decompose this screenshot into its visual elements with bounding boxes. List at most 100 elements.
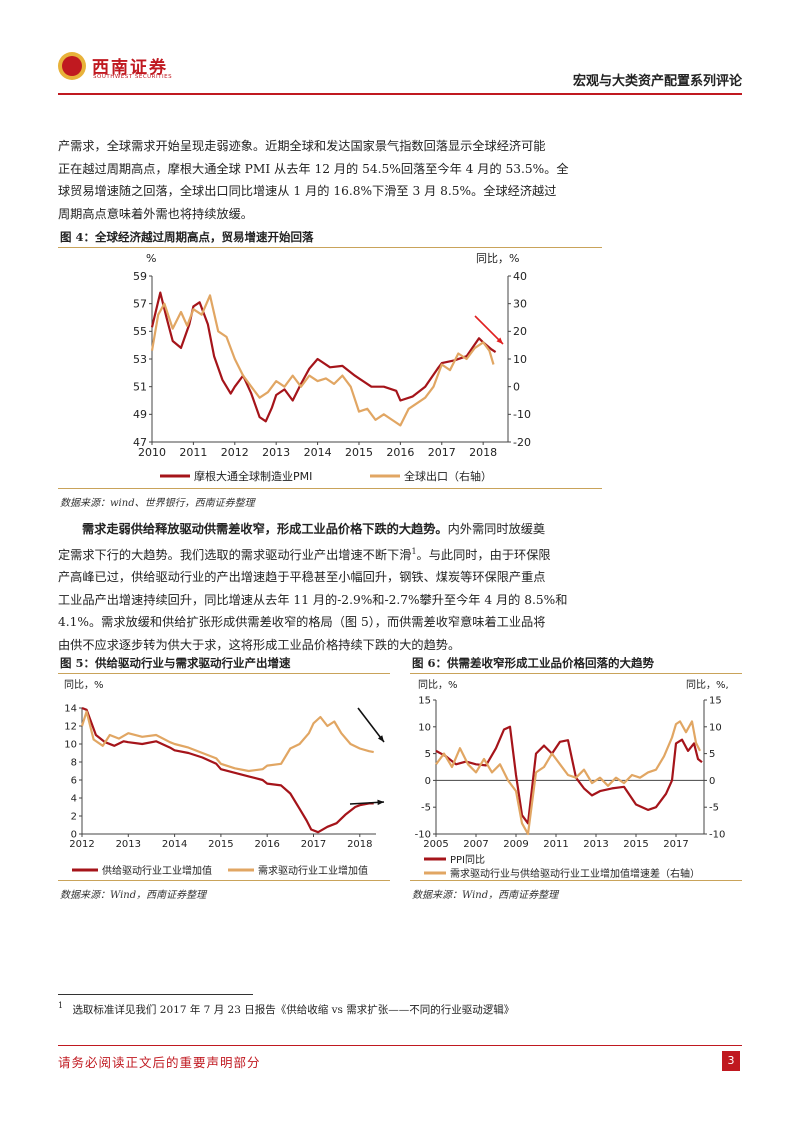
left-tick-label: 55 <box>133 325 147 338</box>
footnote-number: 1 <box>58 1001 64 1010</box>
right-tick-label: -5 <box>709 803 719 814</box>
x-tick-label: 2016 <box>386 446 414 459</box>
x-tick-label: 2007 <box>463 839 488 850</box>
right-unit-label: 同比，% <box>476 252 519 265</box>
legend-label-1: 供给驱动行业工业增加值 <box>102 864 212 877</box>
left-tick-label: 6 <box>71 776 77 787</box>
x-tick-label: 2016 <box>254 839 279 850</box>
left-tick-label: 47 <box>133 436 147 449</box>
trend-arrow-1 <box>474 315 504 345</box>
left-tick-label: 15 <box>418 696 431 707</box>
left-tick-label: 10 <box>418 722 431 733</box>
x-tick-label: 2012 <box>221 446 249 459</box>
series-line-1 <box>435 725 703 825</box>
figure4-top-rule <box>58 247 602 248</box>
x-tick-label: 2014 <box>304 446 332 459</box>
right-tick-label: 0 <box>709 776 715 787</box>
logo-subtext: SOUTHWEST SECURITIES <box>93 74 173 80</box>
figure6-bottom-rule <box>410 880 742 881</box>
x-tick-label: 2015 <box>208 839 233 850</box>
x-tick-label: 2017 <box>663 839 688 850</box>
figure6-title: 图 6：供需差收窄形成工业品价格回落的大趋势 <box>412 656 655 670</box>
left-tick-label: 10 <box>64 740 77 751</box>
trend-arrow-head-1 <box>377 735 384 742</box>
left-tick-label: 51 <box>133 381 147 394</box>
figure4-source: 数据来源：wind、世界银行，西南证券整理 <box>60 498 255 509</box>
x-tick-label: 2017 <box>428 446 456 459</box>
x-tick-label: 2011 <box>543 839 568 850</box>
x-tick-label: 2014 <box>162 839 187 850</box>
left-unit-label: 同比，% <box>64 679 104 691</box>
header-rule <box>58 93 742 95</box>
right-tick-label: 15 <box>709 696 722 707</box>
left-tick-label: 0 <box>71 830 77 841</box>
left-tick-label: -10 <box>415 830 431 841</box>
left-tick-label: 14 <box>64 704 77 715</box>
trend-arrow-head-1 <box>496 337 503 344</box>
right-tick-label: 30 <box>513 298 527 311</box>
x-tick-label: 2013 <box>116 839 141 850</box>
left-tick-label: 4 <box>71 794 77 805</box>
series-line-2 <box>80 710 374 773</box>
logo-mark-icon <box>58 52 86 80</box>
legend-label-2: 需求驱动行业工业增加值 <box>258 864 368 877</box>
x-tick-label: 2012 <box>69 839 94 850</box>
left-tick-label: 2 <box>71 812 77 823</box>
main-paragraph-lead: 需求走弱供给释放驱动供需差收窄，形成工业品价格下跌的大趋势。 <box>82 522 448 536</box>
x-tick-label: 2015 <box>345 446 373 459</box>
right-tick-label: 40 <box>513 270 527 283</box>
x-tick-label: 2005 <box>423 839 448 850</box>
trend-arrow-1 <box>357 707 385 743</box>
logo-text: 西南证券 <box>92 58 168 78</box>
series-line-2 <box>435 720 701 836</box>
left-tick-label: -5 <box>421 803 431 814</box>
x-tick-label: 2010 <box>138 446 166 459</box>
series-line-1 <box>150 291 497 423</box>
figure4-title: 图 4：全球经济越过周期高点，贸易增速开始回落 <box>60 230 314 244</box>
footer-rule <box>58 1045 742 1046</box>
header-title: 宏观与大类资产配置系列评论 <box>572 74 742 89</box>
figure5-source: 数据来源：Wind，西南证券整理 <box>60 890 207 901</box>
figure5-bottom-rule <box>58 880 390 881</box>
intro-paragraph: 产需求，全球需求开始呈现走弱迹象。近期全球和发达国家景气指数回落显示全球经济可能… <box>58 139 569 221</box>
right-tick-label: 5 <box>709 749 715 760</box>
left-tick-label: 53 <box>133 353 147 366</box>
legend-label-2: 全球出口（右轴） <box>404 469 492 483</box>
footnote-text: 选取标准详见我们 2017 年 7 月 23 日报告《供给收缩 vs 需求扩张—… <box>72 1003 515 1016</box>
footnote-ref[interactable]: 1 <box>411 546 417 556</box>
footnote: 1 选取标准详见我们 2017 年 7 月 23 日报告《供给收缩 vs 需求扩… <box>58 1001 514 1017</box>
x-tick-label: 2015 <box>623 839 648 850</box>
right-tick-label: 10 <box>709 722 722 733</box>
left-tick-label: 5 <box>425 749 431 760</box>
figure4-bottom-rule <box>58 488 602 489</box>
left-tick-label: 12 <box>64 722 77 733</box>
page-number: 3 <box>722 1051 740 1071</box>
left-unit-label: % <box>146 252 156 265</box>
x-tick-label: 2013 <box>583 839 608 850</box>
x-tick-label: 2018 <box>469 446 497 459</box>
x-tick-label: 2011 <box>179 446 207 459</box>
right-tick-label: -10 <box>513 408 531 421</box>
right-tick-label: 0 <box>513 381 520 394</box>
right-tick-label: -10 <box>709 830 725 841</box>
left-tick-label: 59 <box>133 270 147 283</box>
footer-notice: 请务必阅读正文后的重要声明部分 <box>58 1055 261 1070</box>
figure6-top-rule <box>410 673 742 674</box>
left-tick-label: 57 <box>133 298 147 311</box>
figure5-title: 图 5：供给驱动行业与需求驱动行业产出增速 <box>60 656 291 670</box>
x-tick-label: 2009 <box>503 839 528 850</box>
footnote-rule <box>58 994 253 995</box>
right-tick-label: 10 <box>513 353 527 366</box>
legend-label-1: 摩根大通全球制造业PMI <box>194 469 312 483</box>
left-unit-label: 同比，% <box>418 679 458 691</box>
left-tick-label: 49 <box>133 408 147 421</box>
series-line-1 <box>81 706 374 834</box>
series-line-2 <box>150 294 495 427</box>
legend-label-1: PPI同比 <box>450 854 485 866</box>
figure5-top-rule <box>58 673 390 674</box>
main-paragraph: 需求走弱供给释放驱动供需差收窄，形成工业品价格下跌的大趋势。内外需同时放缓奠 定… <box>58 522 568 652</box>
legend-label-2: 需求驱动行业与供给驱动行业工业增加值增速差（右轴） <box>450 867 700 879</box>
left-tick-label: 8 <box>71 758 77 769</box>
